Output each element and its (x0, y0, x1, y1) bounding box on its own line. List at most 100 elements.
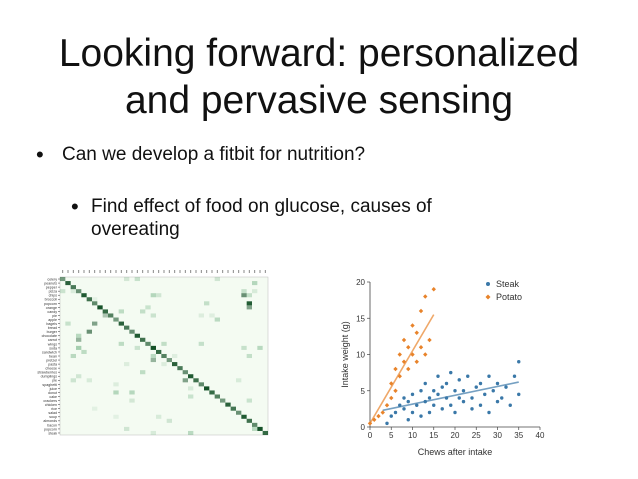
fit-line (382, 381, 519, 412)
scatter-point (393, 388, 398, 393)
scatter-point (401, 359, 407, 364)
heatmap-diagonal-cell (172, 362, 178, 367)
scatter-point (372, 417, 377, 422)
bullet-item-2: Find effect of food on glucose, causes o… (71, 195, 511, 241)
scatter-point (461, 389, 466, 393)
y-tick-label: 0 (361, 423, 366, 432)
heatmap-diagonal-cell (108, 313, 114, 318)
scatter-point (406, 399, 410, 404)
heatmap-diagonal-cell (86, 297, 92, 302)
heatmap-cell (113, 382, 119, 387)
heatmap-cell (198, 341, 204, 346)
heatmap-column-tick (179, 270, 181, 273)
scatter-point (419, 414, 423, 418)
scatter-point (431, 287, 436, 292)
heatmap-column-tick (222, 270, 224, 273)
heatmap-column-tick (72, 270, 74, 273)
heatmap-diagonal-cell (252, 422, 258, 427)
heatmap-row-label: pretzel (46, 358, 57, 362)
scatter-point (427, 410, 432, 415)
legend-marker (486, 282, 490, 286)
heatmap-diagonal-cell (92, 301, 98, 306)
heatmap-diagonal-cell (193, 378, 199, 383)
heatmap-cell (214, 317, 220, 322)
heatmap-diagonal-cell (188, 374, 194, 379)
heatmap-row-label: cake (49, 395, 57, 399)
heatmap-cell (70, 378, 76, 383)
heatmap-cell (172, 353, 178, 359)
scatter-point (406, 345, 411, 350)
heatmap-row-tick (58, 303, 60, 304)
heatmap-row-tick (58, 286, 60, 288)
heatmap-cell (150, 358, 156, 363)
heatmap-row-tick (58, 290, 60, 292)
heatmap-row-label: pizza (49, 290, 57, 294)
legend-label: Potato (496, 292, 522, 302)
scatter-point (487, 410, 491, 415)
scatter-point (393, 410, 398, 415)
heatmap-cell (209, 313, 215, 318)
heatmap-diagonal-cell (246, 418, 252, 423)
heatmap-row-tick (58, 294, 60, 296)
scatter-point (423, 294, 428, 299)
heatmap-row-label: rice (51, 407, 57, 411)
heatmap-column-tick (115, 270, 117, 273)
bullet-list: Can we develop a fitbit for nutrition? F… (36, 143, 596, 241)
heatmap-row-tick (58, 278, 60, 280)
scatter-point (517, 392, 521, 397)
heatmap-diagonal-cell (225, 402, 231, 407)
heatmap-row-label: cheese (45, 367, 57, 371)
scatter-point (418, 308, 424, 314)
heatmap-row-tick (58, 392, 60, 393)
heatmap-row-tick (58, 331, 60, 332)
scatter-point (410, 410, 415, 415)
legend-marker (485, 294, 491, 300)
heatmap-row-tick (58, 311, 60, 312)
scatter-point (461, 399, 466, 404)
heatmap-cell (76, 345, 82, 350)
heatmap-column-tick (259, 270, 261, 273)
scatter-point (432, 403, 436, 407)
heatmap-cell (76, 374, 82, 379)
heatmap-cell (241, 289, 247, 294)
heatmap-cell (113, 390, 119, 395)
heatmap-cell (214, 277, 220, 282)
heatmap-diagonal-cell (70, 285, 76, 290)
legend-label: Steak (496, 279, 520, 289)
heatmap-diagonal-cell (102, 309, 108, 314)
scatter-point (418, 345, 424, 350)
fit-line (369, 314, 435, 424)
heatmap-row-label: popcorn (44, 427, 57, 431)
heatmap-row-tick (58, 412, 60, 414)
heatmap-diagonal-cell (65, 281, 71, 286)
heatmap-column-tick (227, 270, 229, 273)
heatmap-row-label: chicken (45, 403, 57, 407)
scatter-point (432, 389, 436, 393)
heatmap-diagonal-cell (177, 366, 183, 371)
heatmap-column-tick (142, 270, 144, 273)
heatmap-diagonal-cell (129, 329, 135, 334)
heatmap-diagonal-cell (76, 289, 82, 294)
heatmap-cell (118, 309, 124, 314)
heatmap-row-label: pepper (46, 286, 58, 290)
scatter-point (457, 378, 461, 382)
scatter-point (423, 399, 427, 404)
heatmap-row-tick (58, 355, 60, 357)
heatmap-cell (198, 313, 204, 318)
heatmap-row-tick (58, 359, 60, 361)
scatter-point (453, 389, 457, 393)
heatmap-row-label: soup (49, 415, 57, 419)
heatmap-diagonal-cell (113, 317, 119, 322)
heatmap-cell (113, 414, 119, 419)
scatter-point (402, 407, 406, 411)
heatmap-column-tick (216, 270, 218, 273)
heatmap-row-tick (58, 380, 60, 381)
scatter-point (389, 395, 394, 401)
heatmap-cell (246, 305, 252, 310)
heatmap-diagonal-cell (166, 358, 172, 363)
heatmap-cell (150, 293, 156, 298)
heatmap-cell (161, 341, 167, 346)
scatter-point (427, 396, 432, 400)
heatmap-row-tick (58, 347, 60, 349)
heatmap-cell (188, 386, 194, 391)
